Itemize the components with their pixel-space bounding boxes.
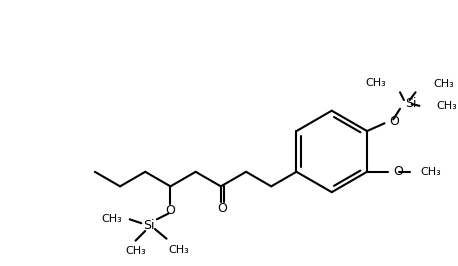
Text: CH₃: CH₃	[437, 101, 458, 111]
Text: CH₃: CH₃	[420, 167, 441, 177]
Text: O: O	[389, 115, 399, 128]
Text: CH₃: CH₃	[433, 80, 454, 89]
Text: CH₃: CH₃	[101, 214, 122, 224]
Text: O: O	[165, 204, 175, 217]
Text: Si: Si	[143, 219, 155, 232]
Text: CH₃: CH₃	[169, 244, 189, 255]
Text: CH₃: CH₃	[125, 247, 146, 256]
Text: Si: Si	[405, 97, 416, 110]
Text: CH₃: CH₃	[365, 78, 387, 88]
Text: O: O	[393, 165, 403, 178]
Text: O: O	[218, 202, 227, 215]
